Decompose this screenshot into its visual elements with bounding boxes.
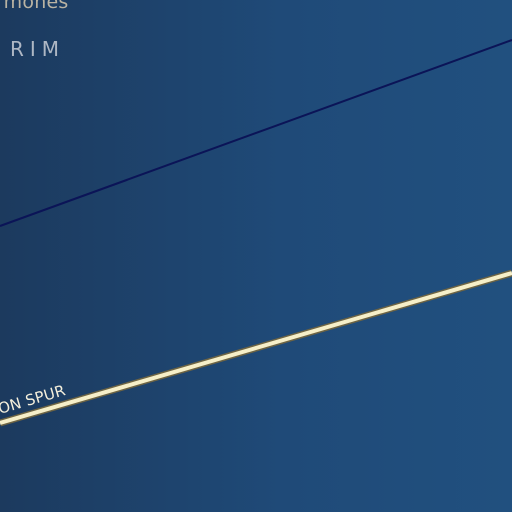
road-line[interactable] [0, 271, 512, 425]
place-label-partial: rmones [0, 0, 69, 13]
area-label: RIM [10, 37, 66, 61]
boundary-line [0, 39, 512, 227]
